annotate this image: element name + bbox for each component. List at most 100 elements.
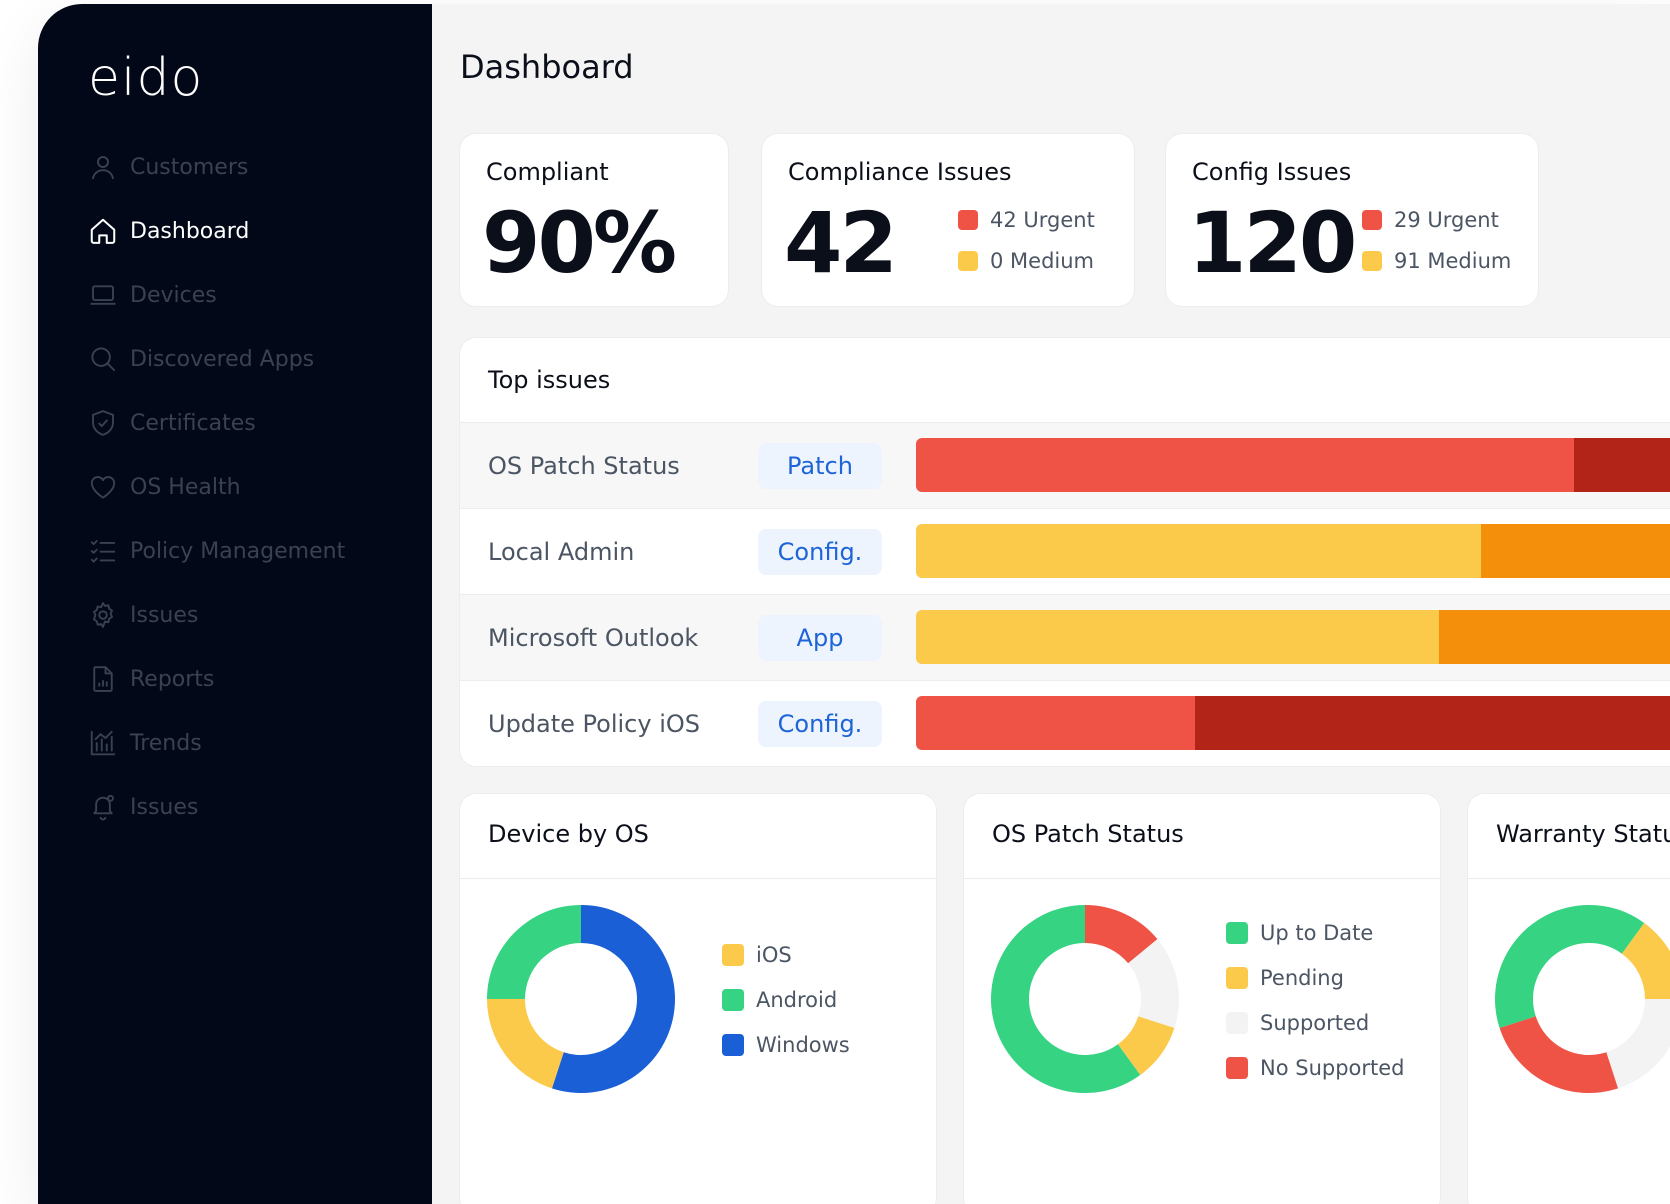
- laptop-icon: [90, 285, 116, 305]
- page-title: Dashboard: [460, 48, 634, 86]
- windows-slice: [551, 905, 676, 1093]
- legend-item-supported: Supported: [1226, 1000, 1405, 1045]
- urgent-label: 29 Urgent: [1394, 208, 1499, 232]
- sidebar-item-label: Discovered Apps: [130, 346, 315, 372]
- legend-label: iOS: [756, 942, 792, 967]
- issue-tag[interactable]: App: [758, 615, 882, 661]
- issue-bar-secondary: [1194, 696, 1670, 750]
- urgent-swatch: [1362, 210, 1382, 230]
- home-icon: [90, 218, 116, 244]
- device-by-os-legend: iOS Android Windows: [722, 932, 850, 1067]
- sidebar-item-devices[interactable]: Devices: [88, 263, 345, 327]
- user-icon: [92, 156, 114, 180]
- legend-label: No Supported: [1260, 1055, 1405, 1080]
- chart-title: Device by OS: [488, 820, 649, 848]
- issue-bar-primary: [916, 610, 1440, 664]
- chart-title: Warranty Status: [1496, 820, 1670, 848]
- medium-swatch: [1362, 251, 1382, 271]
- stat-value: 90%: [482, 194, 677, 292]
- ios-slice: [487, 999, 564, 1089]
- sidebar-item-dashboard[interactable]: Dashboard: [88, 199, 345, 263]
- sidebar-item-issues-alerts[interactable]: Issues: [88, 775, 345, 839]
- stat-title: Compliant: [486, 158, 609, 186]
- shield-check-icon: [92, 410, 114, 436]
- medium-label: 91 Medium: [1394, 249, 1512, 273]
- issue-row-microsoft-outlook[interactable]: Microsoft Outlook App: [460, 594, 1670, 681]
- issue-bar-primary: [916, 438, 1575, 492]
- stat-card-config-issues[interactable]: Config Issues 120 29 Urgent 91 Medium: [1166, 134, 1538, 306]
- legend-item-up-to-date: Up to Date: [1226, 910, 1405, 955]
- stat-title: Compliance Issues: [788, 158, 1012, 186]
- sidebar-item-trends[interactable]: Trends: [88, 711, 345, 775]
- segment-4-slice: [1495, 905, 1589, 1029]
- issue-row-update-policy-ios[interactable]: Update Policy iOS Config.: [460, 680, 1670, 767]
- issue-tag[interactable]: Patch: [758, 443, 882, 489]
- sidebar-item-label: Issues: [130, 602, 199, 628]
- stat-value: 42: [784, 194, 898, 292]
- checklist-icon: [90, 540, 116, 563]
- urgent-label: 42 Urgent: [990, 208, 1095, 232]
- legend-label: Windows: [756, 1032, 850, 1057]
- sidebar-item-customers[interactable]: Customers: [88, 135, 345, 199]
- medium-label: 0 Medium: [990, 249, 1095, 273]
- no-supported-swatch: [1226, 1056, 1248, 1079]
- segment-1-slice: [1621, 922, 1670, 999]
- segment-0-slice: [1589, 905, 1645, 954]
- app-window: eido Customers Dashboard Devices Discove…: [38, 4, 1670, 1204]
- issue-bar: [916, 524, 1670, 578]
- issue-row-local-admin[interactable]: Local Admin Config.: [460, 508, 1670, 595]
- legend-label: Pending: [1260, 965, 1344, 990]
- chart-title: OS Patch Status: [992, 820, 1184, 848]
- issue-bar-secondary: [1574, 438, 1670, 492]
- sidebar-item-label: Trends: [130, 730, 202, 756]
- segment-3-slice: [1499, 1016, 1619, 1093]
- sidebar-item-reports[interactable]: Reports: [88, 647, 345, 711]
- supported-slice: [1128, 939, 1179, 1029]
- legend-item-no-supported: No Supported: [1226, 1045, 1405, 1090]
- stat-title: Config Issues: [1192, 158, 1352, 186]
- report-file-icon: [93, 666, 113, 692]
- issue-bar-secondary: [1439, 610, 1670, 664]
- issue-tag[interactable]: Config.: [758, 701, 882, 747]
- sidebar-item-os-health[interactable]: OS Health: [88, 455, 345, 519]
- sidebar-item-policy-management[interactable]: Policy Management: [88, 519, 345, 583]
- issue-label: Update Policy iOS: [488, 710, 701, 738]
- ios-swatch: [722, 943, 744, 966]
- legend-label: Up to Date: [1260, 920, 1374, 945]
- sidebar-item-discovered-apps[interactable]: Discovered Apps: [88, 327, 345, 391]
- legend-item-android: Android: [722, 977, 850, 1022]
- sidebar-item-label: Customers: [130, 154, 249, 180]
- pending-slice: [1117, 1016, 1175, 1076]
- urgent-swatch: [958, 210, 978, 230]
- issue-bar: [916, 610, 1670, 664]
- device-by-os-card: Device by OS iOS Android Windows: [460, 794, 936, 1204]
- sidebar-item-certificates[interactable]: Certificates: [88, 391, 345, 455]
- issue-tag[interactable]: Config.: [758, 529, 882, 575]
- legend-label: Android: [756, 987, 838, 1012]
- os-patch-status-donut: [990, 905, 1179, 1093]
- legend-label: Supported: [1260, 1010, 1370, 1035]
- sidebar-nav: Customers Dashboard Devices Discovered A…: [88, 135, 345, 839]
- divider: [1468, 878, 1670, 879]
- stat-card-compliance-issues[interactable]: Compliance Issues 42 42 Urgent 0 Medium: [762, 134, 1134, 306]
- urgent-count: 42 Urgent: [958, 208, 1095, 232]
- sidebar-item-label: OS Health: [130, 474, 241, 500]
- up-to-date-swatch: [1226, 921, 1248, 944]
- sidebar-item-label: Dashboard: [130, 218, 250, 244]
- os-patch-status-legend: Up to Date Pending Supported No Supporte…: [1226, 910, 1405, 1090]
- issue-bar: [916, 438, 1670, 492]
- legend-item-ios: iOS: [722, 932, 850, 977]
- issue-row-os-patch-status[interactable]: OS Patch Status Patch: [460, 422, 1670, 509]
- issue-label: OS Patch Status: [488, 452, 680, 480]
- divider: [964, 878, 1440, 879]
- pending-swatch: [1226, 966, 1248, 989]
- sidebar-item-label: Certificates: [130, 410, 256, 436]
- eido-logo[interactable]: eido: [88, 48, 204, 108]
- supported-swatch: [1226, 1011, 1248, 1034]
- issue-bar-primary: [916, 524, 1482, 578]
- issue-bar-primary: [916, 696, 1195, 750]
- sidebar-item-issues[interactable]: Issues: [88, 583, 345, 647]
- issue-bar: [916, 696, 1670, 750]
- stat-card-compliant[interactable]: Compliant 90%: [460, 134, 728, 306]
- search-icon: [91, 347, 116, 372]
